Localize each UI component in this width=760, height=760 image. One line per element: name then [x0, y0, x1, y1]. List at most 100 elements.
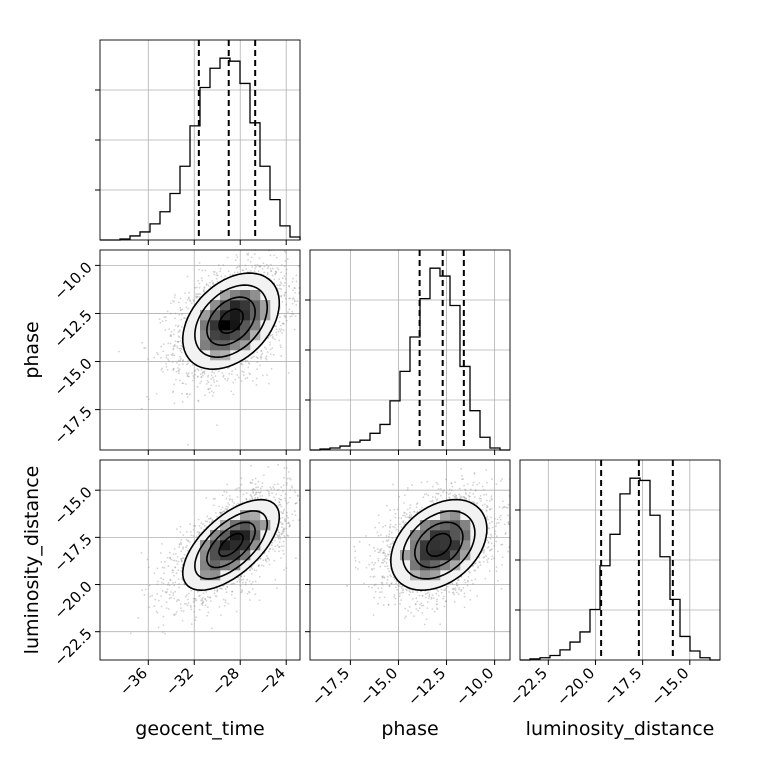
scatter-point [280, 328, 283, 330]
density-cell [240, 340, 251, 351]
scatter-point [281, 512, 284, 514]
scatter-point [180, 558, 183, 560]
scatter-point [248, 362, 251, 365]
scatter-point [211, 282, 214, 285]
scatter-point [187, 359, 190, 362]
scatter-point [167, 565, 170, 567]
scatter-point [196, 376, 199, 378]
density-cell [220, 350, 231, 361]
scatter-point [206, 379, 209, 382]
scatter-point [296, 300, 299, 302]
scatter-point [174, 581, 177, 584]
scatter-point [203, 371, 206, 374]
scatter-point [153, 356, 156, 359]
scatter-point [259, 490, 262, 493]
scatter-point [187, 592, 190, 595]
scatter-point [167, 342, 170, 345]
scatter-point [219, 267, 222, 270]
contour-line [182, 272, 281, 371]
scatter-point [174, 552, 177, 555]
scatter-point [173, 597, 176, 600]
scatter-point [302, 315, 304, 317]
scatter-point [280, 532, 283, 535]
scatter-point [273, 483, 276, 486]
scatter-point [301, 316, 303, 318]
scatter-point [256, 496, 259, 499]
scatter-point [276, 284, 279, 287]
scatter-point [265, 263, 268, 266]
scatter-point [274, 270, 277, 273]
scatter-point [176, 361, 178, 364]
scatter-point [201, 602, 204, 604]
scatter-point [160, 542, 163, 545]
scatter-point [192, 601, 195, 603]
scatter-point [229, 273, 232, 276]
scatter-point [233, 502, 235, 505]
scatter-point [274, 539, 277, 542]
scatter-point [279, 344, 282, 347]
scatter-point [291, 280, 294, 283]
scatter-point [175, 378, 177, 381]
scatter-point [266, 267, 269, 270]
scatter-point [205, 497, 208, 499]
scatter-point [232, 381, 235, 384]
scatter-point [246, 578, 249, 581]
scatter-point [203, 524, 206, 527]
scatter-point [214, 594, 217, 597]
scatter-point [177, 369, 180, 372]
scatter-point [195, 616, 197, 619]
scatter-point [209, 596, 211, 599]
scatter-point [279, 498, 282, 501]
scatter-point [171, 299, 174, 302]
scatter-point [144, 588, 147, 591]
scatter-point [160, 345, 163, 348]
scatter-point [241, 590, 244, 593]
scatter-point [267, 466, 270, 468]
scatter-point [143, 594, 146, 596]
scatter-point [295, 280, 298, 283]
scatter-point [282, 530, 285, 533]
scatter-point [251, 488, 254, 491]
scatter-point [247, 259, 250, 261]
scatter-point [149, 595, 151, 598]
scatter-point [172, 367, 175, 370]
scatter-point [224, 599, 227, 602]
scatter-point [196, 385, 199, 388]
scatter-point [187, 540, 189, 542]
scatter-point [190, 608, 193, 611]
scatter-point [162, 624, 165, 626]
scatter-point [282, 510, 285, 512]
scatter-point [174, 324, 177, 327]
y-tick-label: −12.5 [50, 306, 95, 351]
scatter-point [260, 243, 262, 245]
scatter-point [173, 329, 176, 331]
scatter-point [173, 383, 175, 386]
scatter-point [160, 595, 162, 597]
scatter-point [319, 276, 321, 278]
scatter-point [180, 559, 183, 562]
scatter-point [250, 481, 252, 484]
scatter-point [208, 391, 211, 394]
scatter-point [169, 556, 172, 559]
scatter-point [180, 543, 183, 545]
scatter-point [202, 290, 205, 292]
scatter-point [217, 264, 220, 266]
scatter-point [291, 297, 294, 300]
scatter-point [235, 253, 238, 256]
scatter-point [303, 284, 305, 286]
scatter-point [283, 250, 286, 252]
scatter-point [231, 590, 234, 593]
scatter-point [280, 288, 283, 290]
scatter-point [180, 609, 183, 612]
scatter-point [216, 274, 219, 277]
scatter-point [204, 394, 206, 397]
scatter-point [257, 564, 260, 567]
scatter-point [185, 306, 188, 309]
scatter-point [311, 294, 313, 296]
scatter-point [221, 506, 224, 509]
scatter-point [225, 505, 228, 508]
scatter-point [321, 484, 323, 486]
scatter-point [166, 583, 169, 586]
scatter-point [269, 486, 272, 489]
scatter-point [186, 549, 189, 552]
